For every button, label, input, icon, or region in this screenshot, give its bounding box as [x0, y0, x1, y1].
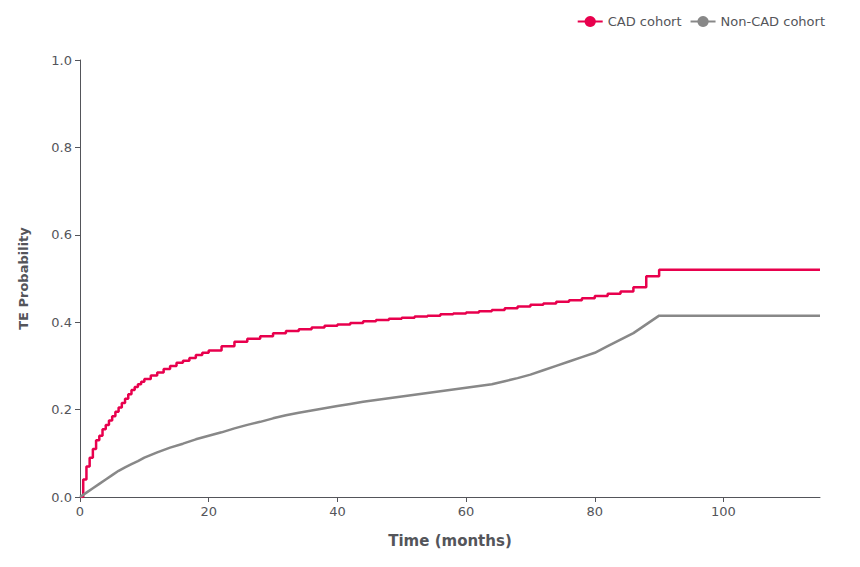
svg-text:100: 100 [711, 504, 736, 519]
svg-text:0.2: 0.2 [51, 402, 72, 417]
svg-text:0.0: 0.0 [51, 490, 72, 505]
svg-text:60: 60 [458, 504, 475, 519]
svg-text:CAD cohort: CAD cohort [608, 14, 682, 29]
svg-text:Non-CAD cohort: Non-CAD cohort [721, 14, 825, 29]
svg-text:0.8: 0.8 [51, 140, 72, 155]
svg-text:20: 20 [200, 504, 217, 519]
svg-text:0.6: 0.6 [51, 227, 72, 242]
svg-text:0: 0 [76, 504, 84, 519]
svg-text:80: 80 [587, 504, 604, 519]
svg-text:Time (months): Time (months) [388, 532, 512, 550]
svg-text:1.0: 1.0 [51, 53, 72, 68]
svg-text:TE Probability: TE Probability [16, 227, 31, 330]
svg-text:40: 40 [329, 504, 346, 519]
svg-text:0.4: 0.4 [51, 315, 72, 330]
